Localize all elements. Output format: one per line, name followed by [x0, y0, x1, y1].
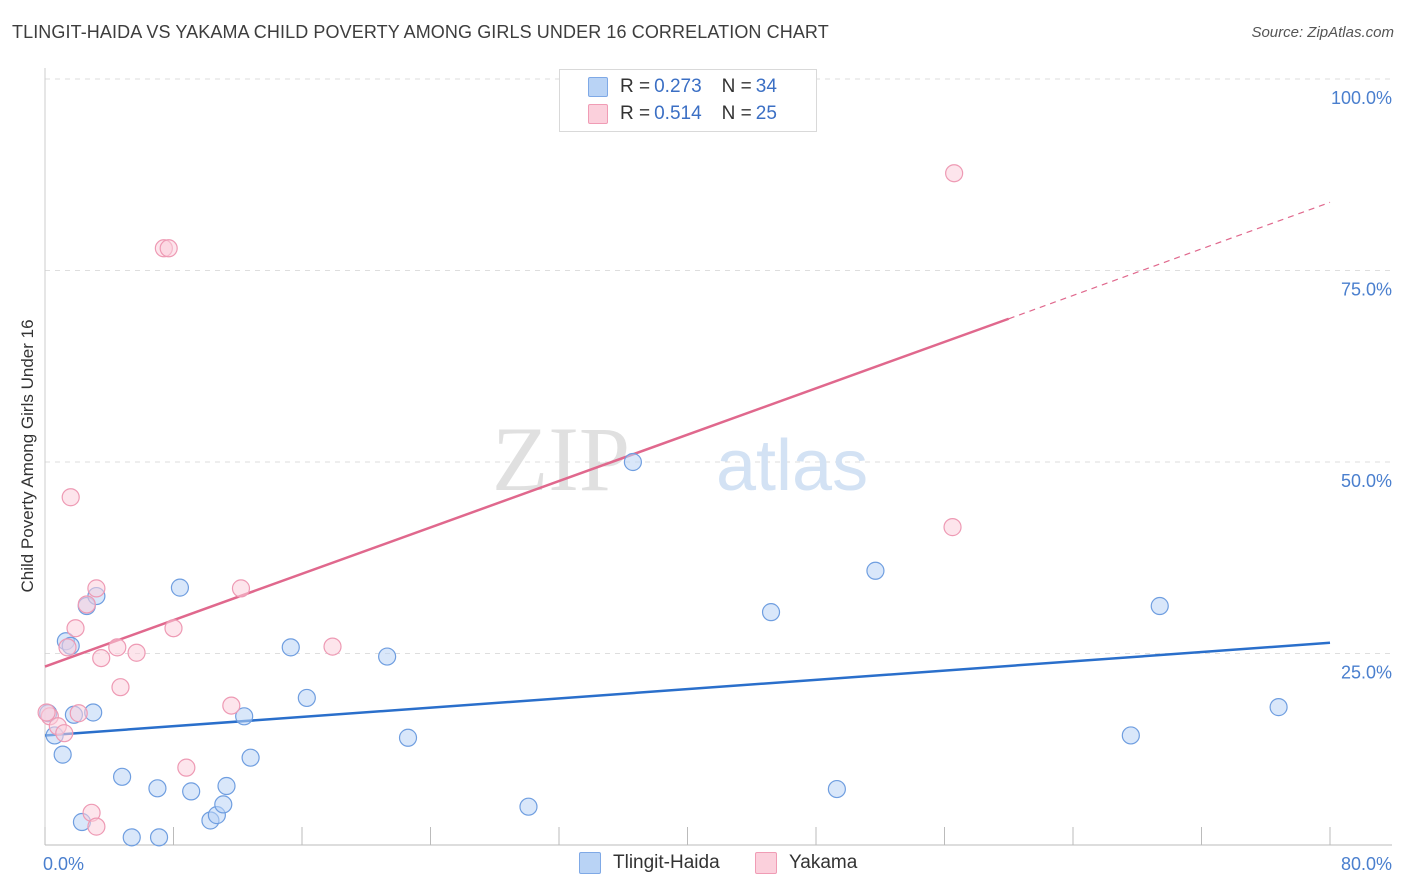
tlingit-haida-point [1150, 596, 1169, 616]
yakama-point [55, 724, 74, 743]
yakama-point [945, 164, 964, 183]
watermark: ZIP atlas [492, 408, 868, 510]
yakama-point [61, 488, 80, 507]
yakama-point [108, 638, 127, 657]
tlingit-haida-point [214, 795, 233, 814]
tlingit-haida-point [281, 638, 300, 657]
bottom-legend-label: Tlingit-Haida [613, 852, 720, 873]
watermark-zip: ZIP [492, 408, 630, 510]
bottom-legend-label: Yakama [789, 852, 858, 873]
legend-swatch-pink [588, 104, 608, 124]
yakama-point [159, 239, 178, 258]
source-label: Source: ZipAtlas.com [1251, 24, 1394, 41]
trend-lines [44, 201, 1331, 737]
legend-row-tlingit: R = 0.273 N = 34 [588, 75, 777, 99]
x-tick-label: 80.0% [1341, 854, 1392, 874]
yakama-trend-line [44, 317, 1010, 668]
yakama-point [222, 696, 241, 715]
tlingit-haida-point [149, 828, 169, 847]
yakama-point [231, 579, 251, 598]
legend-n-value: 25 [755, 103, 777, 124]
bottom-legend-swatch-blue [579, 852, 601, 874]
data-points [37, 164, 1288, 847]
tlingit-haida-point [398, 728, 418, 747]
yakama-point [69, 704, 88, 723]
legend-row-yakama: R = 0.514 N = 25 [588, 102, 777, 126]
tlingit-haida-point [122, 828, 141, 847]
bottom-legend-tlingit: Tlingit-Haida [579, 852, 720, 874]
tlingit-haida-point [519, 797, 538, 816]
legend-n-value: 34 [755, 76, 777, 97]
yakama-point [177, 758, 196, 777]
tlingit-haida-point [235, 707, 254, 726]
yakama-point [323, 637, 342, 656]
bottom-legend-yakama: Yakama [755, 852, 857, 874]
tlingit-haida-point [241, 748, 260, 767]
legend-r-label: R = [620, 76, 651, 97]
yakama-point [77, 595, 96, 614]
y-tick-label: 25.0% [1341, 663, 1392, 683]
grid-lines [45, 78, 1390, 654]
yakama-point [87, 817, 106, 836]
bottom-legend-swatch-pink [755, 852, 777, 874]
watermark-atlas: atlas [716, 426, 868, 506]
tlingit-haida-point [866, 561, 885, 580]
yakama-point [127, 643, 146, 662]
tick-labels: 25.0% 50.0% 75.0% 100.0% 0.0% 80.0% [43, 88, 1392, 874]
tlingit-haida-point [170, 578, 190, 597]
yakama-point [164, 619, 183, 638]
y-tick-label: 75.0% [1341, 280, 1392, 300]
tlingit-haida-point [182, 782, 201, 801]
tlingit-haida-point [217, 776, 236, 796]
yakama-point [37, 703, 56, 722]
tlingit-haida-point [297, 688, 316, 708]
tlingit-haida-point [1121, 726, 1140, 745]
legend-swatch-blue [588, 77, 608, 97]
x-tick-label: 0.0% [43, 854, 84, 874]
yakama-point [66, 619, 85, 638]
legend-n-label: N = [721, 76, 752, 97]
tlingit-haida-point [827, 779, 846, 799]
yakama-point [111, 678, 130, 697]
legend-r-value: 0.273 [654, 76, 702, 97]
yakama-trend-extension [1008, 201, 1331, 320]
stats-legend: R = 0.273 N = 34 R = 0.514 N = 25 [559, 69, 817, 132]
legend-r-value: 0.514 [654, 103, 702, 124]
legend-r-label: R = [620, 103, 651, 124]
tlingit-haida-point [148, 779, 167, 798]
tlingit-haida-trend-line [44, 641, 1331, 737]
tlingit-haida-point [378, 647, 397, 666]
legend-n-label: N = [721, 103, 752, 124]
chart-title: TLINGIT-HAIDA VS YAKAMA CHILD POVERTY AM… [12, 22, 829, 42]
yakama-point [58, 638, 77, 657]
y-tick-label: 100.0% [1331, 88, 1392, 108]
tlingit-haida-point [1269, 698, 1288, 717]
yakama-point [943, 518, 962, 537]
yakama-point [87, 579, 106, 598]
yakama-point [92, 648, 111, 668]
tlingit-haida-point [112, 767, 132, 786]
tlingit-haida-point [53, 745, 72, 764]
y-tick-label: 50.0% [1341, 471, 1392, 491]
tlingit-haida-point [761, 603, 781, 622]
tlingit-haida-point [623, 452, 642, 472]
